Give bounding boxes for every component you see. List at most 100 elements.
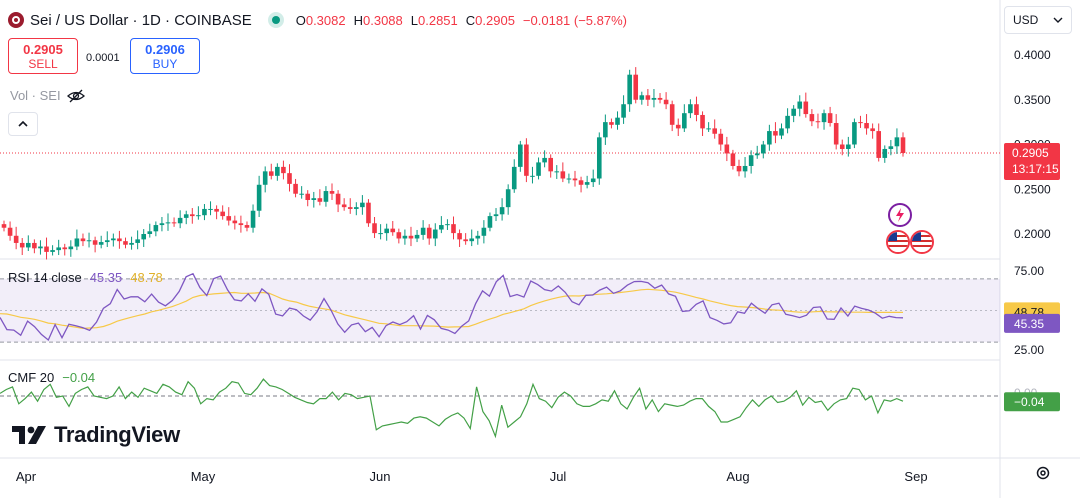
tradingview-logo[interactable]: TradingView bbox=[12, 422, 180, 448]
last-price-value: 0.2905 bbox=[1012, 146, 1049, 160]
candle-body bbox=[426, 227, 432, 239]
time-tick-label: Sep bbox=[904, 469, 927, 484]
candle-body bbox=[669, 104, 675, 125]
candle-body bbox=[68, 246, 74, 250]
candle-body bbox=[724, 144, 730, 154]
candle-body bbox=[220, 211, 225, 217]
candle-body bbox=[323, 191, 329, 202]
candle-body bbox=[858, 122, 863, 124]
candle-body bbox=[7, 227, 13, 236]
candle-body bbox=[98, 242, 104, 245]
candle-body bbox=[463, 239, 468, 242]
eye-crossed-icon[interactable] bbox=[66, 89, 85, 103]
candle-body bbox=[141, 234, 147, 240]
candle-body bbox=[718, 133, 724, 145]
candle-body bbox=[135, 239, 140, 243]
candle-body bbox=[730, 153, 736, 166]
candle-body bbox=[742, 165, 748, 172]
candle-body bbox=[870, 128, 875, 132]
open-value: 0.3082 bbox=[305, 12, 346, 28]
rsi-tick-label: 75.00 bbox=[1014, 264, 1044, 278]
candle-body bbox=[487, 216, 493, 228]
candle-body bbox=[572, 178, 578, 181]
cmf-legend[interactable]: CMF 20 −0.04 bbox=[8, 370, 95, 385]
candle-body bbox=[578, 180, 584, 185]
sell-price: 0.2905 bbox=[23, 42, 63, 57]
currency-select[interactable]: USD bbox=[1004, 6, 1072, 34]
candle-body bbox=[584, 182, 590, 185]
candle-body bbox=[390, 228, 396, 233]
chart-header: Sei / US Dollar · 1D · COINBASE O0.3082 … bbox=[8, 8, 627, 32]
candle-body bbox=[202, 208, 207, 216]
volume-label: Vol · SEI bbox=[10, 88, 61, 103]
candle-body bbox=[408, 235, 414, 239]
candle-body bbox=[238, 223, 244, 226]
candle-body bbox=[80, 238, 86, 242]
volume-legend[interactable]: Vol · SEI bbox=[10, 88, 85, 103]
candle-body bbox=[645, 95, 651, 100]
candle-body bbox=[232, 220, 238, 224]
buy-button[interactable]: 0.2906 BUY bbox=[130, 38, 200, 74]
candle-body bbox=[177, 217, 183, 224]
rsi-tick-label: 25.00 bbox=[1014, 343, 1044, 357]
candle-body bbox=[657, 97, 663, 100]
buy-price: 0.2906 bbox=[145, 42, 185, 57]
candle-body bbox=[402, 235, 408, 239]
candle-body bbox=[44, 246, 49, 252]
candle-body bbox=[900, 137, 906, 154]
candle-body bbox=[736, 165, 742, 172]
candle-body bbox=[123, 241, 128, 245]
collapse-legend-button[interactable] bbox=[8, 112, 38, 136]
candle-body bbox=[712, 128, 717, 134]
candle-body bbox=[493, 214, 499, 217]
candle-body bbox=[305, 193, 311, 200]
event-us-flag-icon[interactable] bbox=[910, 230, 934, 254]
candle-body bbox=[518, 144, 523, 167]
brand-name: TradingView bbox=[54, 422, 180, 447]
candle-body bbox=[542, 157, 547, 163]
time-tick-label: Apr bbox=[16, 469, 37, 484]
candle-body bbox=[317, 198, 323, 202]
candle-body bbox=[505, 189, 511, 208]
candle-body bbox=[797, 101, 803, 109]
tradingview-logo-icon bbox=[12, 426, 46, 444]
candle-body bbox=[682, 113, 687, 129]
candle-body bbox=[754, 153, 760, 156]
rsi-legend[interactable]: RSI 14 close 45.35 48.78 bbox=[8, 270, 163, 285]
buy-label: BUY bbox=[152, 57, 178, 71]
symbol-title[interactable]: Sei / US Dollar · 1D · COINBASE bbox=[30, 11, 252, 29]
candle-body bbox=[791, 108, 796, 116]
candle-body bbox=[809, 114, 815, 122]
candle-body bbox=[56, 247, 61, 251]
rsi-tag bbox=[1004, 313, 1060, 333]
candle-body bbox=[475, 235, 481, 239]
event-us-flag-icon[interactable] bbox=[886, 230, 910, 254]
candle-body bbox=[32, 242, 37, 249]
candle-body bbox=[882, 148, 888, 158]
candle-body bbox=[13, 235, 19, 243]
sell-button[interactable]: 0.2905 SELL bbox=[8, 38, 78, 74]
candle-body bbox=[354, 207, 359, 209]
ohlc-legend: O0.3082 H0.3088 L0.2851 C0.2905 −0.0181 … bbox=[295, 12, 627, 28]
candle-body bbox=[159, 223, 165, 226]
candle-body bbox=[414, 234, 420, 239]
time-tick-label: Jul bbox=[550, 469, 567, 484]
market-status-dot[interactable] bbox=[271, 16, 280, 24]
candle-body bbox=[347, 207, 353, 209]
candle-body bbox=[281, 166, 286, 174]
candle-body bbox=[663, 99, 669, 105]
candle-body bbox=[153, 225, 159, 232]
candle-body bbox=[92, 240, 98, 245]
settings-gear-icon[interactable] bbox=[1034, 465, 1052, 483]
candle-body bbox=[190, 214, 195, 217]
candle-body bbox=[262, 171, 268, 185]
cmf-tag bbox=[1004, 392, 1060, 412]
time-tick-label: Jun bbox=[370, 469, 391, 484]
candle-body bbox=[767, 131, 772, 145]
candle-body bbox=[244, 225, 250, 228]
price-tick-label: 0.2500 bbox=[1014, 182, 1051, 196]
event-lightning-icon[interactable] bbox=[888, 203, 912, 227]
candle-body bbox=[839, 144, 845, 149]
candle-body bbox=[226, 216, 232, 221]
